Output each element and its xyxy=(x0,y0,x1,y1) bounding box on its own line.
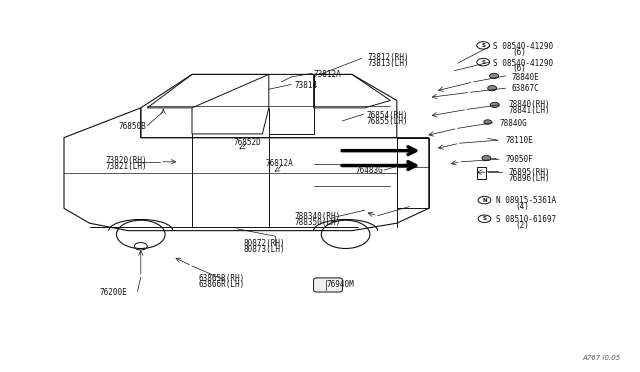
Text: 78841(LH): 78841(LH) xyxy=(509,106,550,115)
Text: (4): (4) xyxy=(515,202,529,211)
Text: 76483G: 76483G xyxy=(355,166,383,174)
Text: 78840(RH): 78840(RH) xyxy=(509,100,550,109)
Text: 73812A: 73812A xyxy=(314,70,341,79)
Text: 78110E: 78110E xyxy=(506,136,533,145)
Circle shape xyxy=(484,120,492,124)
Text: 76895(RH): 76895(RH) xyxy=(509,169,550,177)
Text: N: N xyxy=(482,198,487,203)
Text: 73813(LH): 73813(LH) xyxy=(368,60,410,68)
FancyBboxPatch shape xyxy=(314,278,342,292)
Text: 76855(LH): 76855(LH) xyxy=(366,117,408,126)
Text: (6): (6) xyxy=(512,64,526,73)
Text: 76812A: 76812A xyxy=(266,159,293,168)
Circle shape xyxy=(490,73,499,78)
Text: 63865R(RH): 63865R(RH) xyxy=(198,275,244,283)
Text: S 08540-41290: S 08540-41290 xyxy=(493,42,553,51)
Text: S: S xyxy=(483,216,486,221)
Text: S 08510-61697: S 08510-61697 xyxy=(496,215,556,224)
Text: A767 i0.05: A767 i0.05 xyxy=(582,355,621,361)
Text: 73814: 73814 xyxy=(294,81,317,90)
Text: 78840G: 78840G xyxy=(499,119,527,128)
Text: 80873(LH): 80873(LH) xyxy=(243,245,285,254)
Text: S: S xyxy=(482,43,486,48)
Text: 73812(RH): 73812(RH) xyxy=(368,53,410,62)
Text: 78840E: 78840E xyxy=(512,73,540,81)
Text: 76854(RH): 76854(RH) xyxy=(366,111,408,120)
Text: 788350(LH): 788350(LH) xyxy=(294,218,340,227)
Text: (2): (2) xyxy=(515,221,529,230)
Circle shape xyxy=(482,155,491,161)
Text: 76896(LH): 76896(LH) xyxy=(509,174,550,183)
Text: 73821(LH): 73821(LH) xyxy=(106,162,147,171)
Circle shape xyxy=(490,102,499,108)
Text: N 08915-5361A: N 08915-5361A xyxy=(496,196,556,205)
Text: S 08540-41290: S 08540-41290 xyxy=(493,59,553,68)
Text: S: S xyxy=(482,60,486,65)
Text: 788340(RH): 788340(RH) xyxy=(294,212,340,221)
Text: 63866R(LH): 63866R(LH) xyxy=(198,280,244,289)
Text: 76850B: 76850B xyxy=(118,122,146,131)
Text: (6): (6) xyxy=(512,48,526,57)
Circle shape xyxy=(488,86,497,91)
Text: 73820(RH): 73820(RH) xyxy=(106,156,147,165)
Text: 80872(RH): 80872(RH) xyxy=(243,239,285,248)
Text: 76852D: 76852D xyxy=(234,138,261,147)
Text: 63867C: 63867C xyxy=(512,84,540,93)
Text: 76200E: 76200E xyxy=(99,288,127,296)
Text: 76940M: 76940M xyxy=(326,280,354,289)
Text: 79050F: 79050F xyxy=(506,155,533,164)
